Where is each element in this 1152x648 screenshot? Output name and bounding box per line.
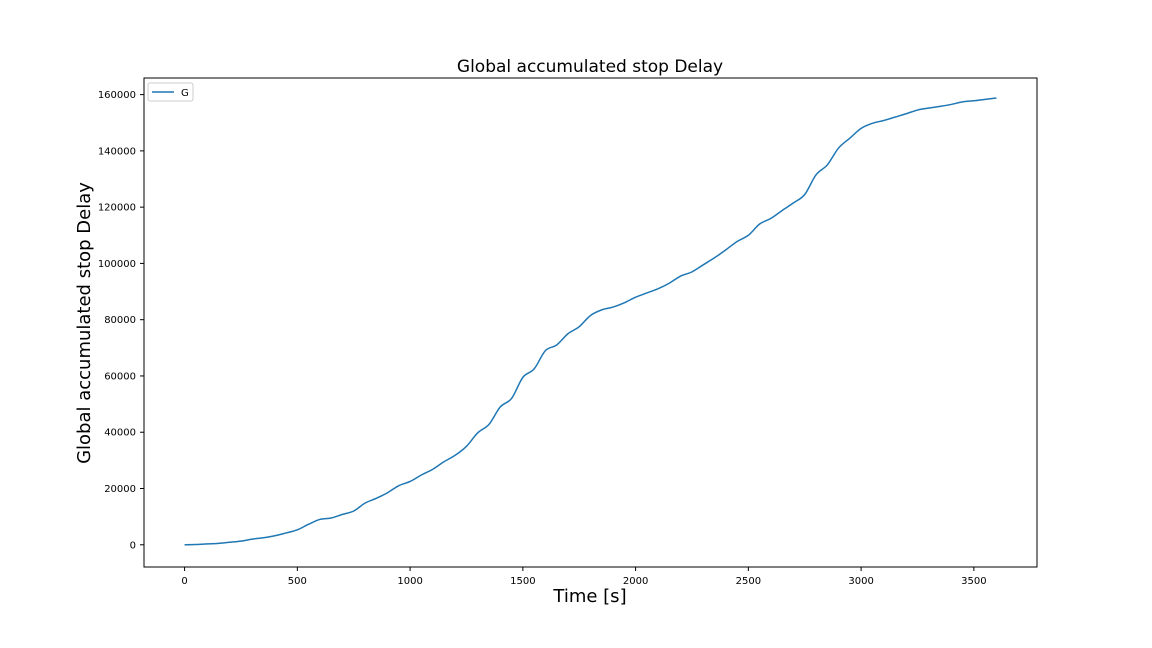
legend-label-g: G (181, 88, 189, 99)
x-tick-label: 2000 (623, 576, 648, 587)
y-tick-label: 40000 (104, 428, 136, 439)
series-line-g (184, 97, 997, 546)
y-tick-label: 20000 (104, 484, 136, 495)
y-tick-label: 60000 (104, 371, 136, 382)
y-tick-label: 160000 (98, 90, 136, 101)
x-tick-label: 1000 (397, 576, 422, 587)
x-tick-label: 500 (288, 576, 307, 587)
x-tick-label: 0 (181, 576, 187, 587)
y-tick-label: 120000 (98, 203, 136, 214)
x-tick-label: 3500 (961, 576, 986, 587)
y-tick-label: 100000 (98, 259, 136, 270)
x-tick-label: 1500 (510, 576, 535, 587)
y-axis-title: Global accumulated stop Delay (74, 182, 95, 464)
y-tick-label: 80000 (104, 315, 136, 326)
x-tick-label: 3000 (848, 576, 873, 587)
series-layer (184, 97, 997, 546)
x-tick-label: 2500 (736, 576, 761, 587)
plot-area (143, 77, 1038, 568)
x-axis-title: Time [s] (552, 586, 626, 607)
y-tick-label: 140000 (98, 146, 136, 157)
legend: G (147, 82, 194, 102)
y-tick-label: 0 (130, 540, 136, 551)
x-axis: 0 500 1000 1500 2000 2500 3000 3500 (181, 567, 987, 587)
chart-title: Global accumulated stop Delay (457, 57, 723, 77)
y-axis: 0 20000 40000 60000 80000 100000 120000 140000 1… (98, 90, 144, 551)
